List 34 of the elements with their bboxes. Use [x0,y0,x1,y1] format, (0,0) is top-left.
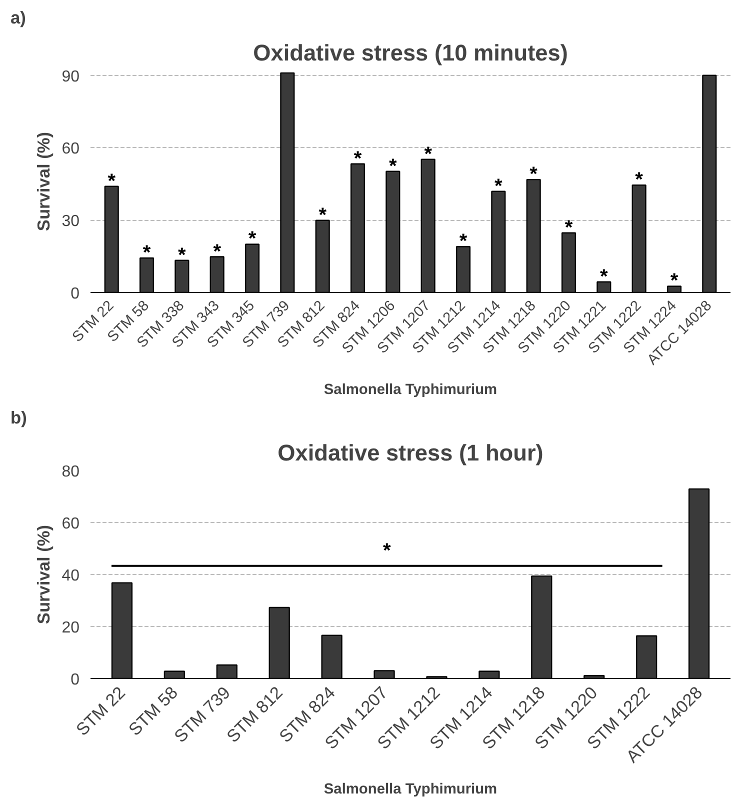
annotation: * [600,266,608,288]
y-tick-label: 80 [62,464,80,480]
y-tick-label: 20 [62,620,80,636]
annotation: * [494,175,503,198]
y-tick-label: 0 [70,286,80,302]
text: a) [10,8,26,28]
y-tick-label: 30 [62,213,80,230]
y-tick-label: 60 [62,140,80,158]
annotation: * [635,169,644,192]
text: b) [10,408,27,428]
annotation: * [459,230,468,253]
y-tick-label: 60 [62,516,80,532]
x-axis-title: Salmonella Typhimurium [324,382,498,398]
annotation: * [670,270,678,292]
chart-title: Oxidative stress (10 minutes) [253,40,568,66]
y-tick-label: 0 [70,672,80,688]
annotation: * [564,216,573,239]
annotation: * [248,228,256,250]
annotation: * [108,170,116,192]
y-tick-label: 40 [62,568,80,584]
annotation: * [354,148,362,170]
y-axis-title: Survival (%) [34,132,54,232]
y-tick-label: 90 [62,68,80,86]
annotation: * [530,164,538,186]
x-axis-title: Salmonella Typhimurium [324,782,498,798]
annotation: * [213,240,222,263]
chart-title: Oxidative stress (1 hour) [278,440,544,466]
y-axis-title: Survival (%) [34,524,54,624]
annotation: * [178,244,186,266]
annotation: * [318,204,327,226]
annotation: * [424,143,432,166]
annotation: * [142,242,151,264]
annotation: * [389,155,398,178]
ref-line-label: * [383,540,391,562]
